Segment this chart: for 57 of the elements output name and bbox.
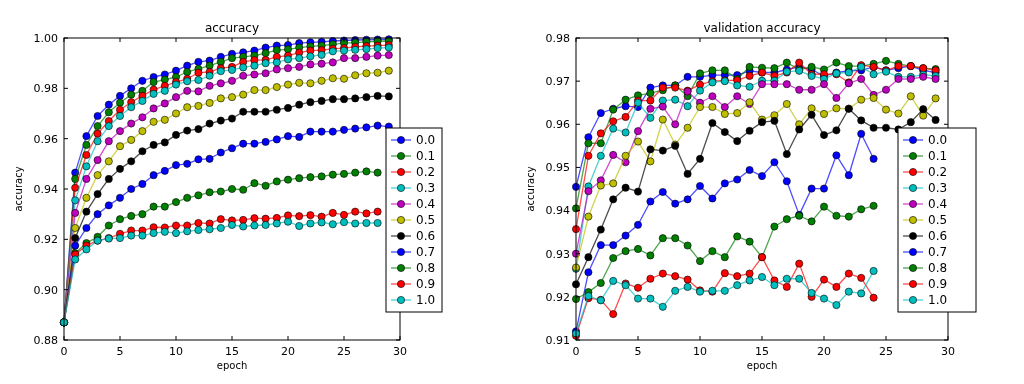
y-axis-title: accuracy (525, 166, 536, 212)
x-tick-label: 25 (337, 345, 351, 358)
legend-label: 0.4 (928, 197, 948, 212)
legend-label: 0.1 (928, 149, 948, 164)
legend-label: 0.2 (928, 165, 948, 180)
legend-label: 1.0 (928, 293, 948, 308)
x-tick-label: 0 (60, 345, 68, 358)
y-tick-label: 0.88 (33, 333, 58, 347)
y-tick-label: 0.94 (33, 182, 58, 196)
legend-label: 1.0 (416, 293, 436, 308)
x-tick-label: 30 (941, 345, 955, 358)
x-tick-label: 25 (879, 345, 893, 358)
legend-label: 0.5 (416, 213, 436, 228)
legend-label: 0.8 (416, 261, 436, 276)
x-tick-label: 5 (634, 345, 642, 358)
x-axis-title: epoch (216, 360, 248, 371)
x-tick-label: 20 (817, 345, 831, 358)
y-tick-label: 1.00 (33, 31, 58, 45)
legend-label: 0.9 (928, 277, 948, 292)
y-tick-label: 0.96 (33, 132, 58, 146)
x-tick-label: 10 (693, 345, 707, 358)
y-axis-title: accuracy (13, 166, 24, 212)
x-tick-label: 15 (225, 345, 239, 358)
y-tick-label: 0.97 (545, 74, 570, 88)
chart-title: accuracy (204, 21, 260, 35)
legend-label: 0.5 (928, 213, 948, 228)
y-tick-label: 0.90 (33, 283, 58, 297)
legend-label: 0.4 (416, 197, 436, 212)
legend-label: 0.3 (416, 181, 436, 196)
y-tick-label: 0.92 (545, 290, 570, 304)
legend-label: 0.7 (416, 245, 436, 260)
x-tick-label: 15 (755, 345, 769, 358)
legend-label: 0.7 (928, 245, 948, 260)
y-tick-label: 0.98 (545, 31, 570, 45)
y-tick-label: 0.96 (545, 118, 570, 132)
legend-label: 0.2 (416, 165, 436, 180)
legend-label: 0.8 (928, 261, 948, 276)
y-tick-label: 0.94 (545, 204, 570, 218)
x-tick-label: 20 (281, 345, 295, 358)
x-tick-label: 30 (393, 345, 407, 358)
x-axis-title: epoch (746, 360, 778, 371)
y-tick-label: 0.98 (33, 82, 58, 96)
legend-label: 0.3 (928, 181, 948, 196)
x-tick-label: 0 (572, 345, 580, 358)
x-tick-label: 10 (169, 345, 183, 358)
y-tick-label: 0.92 (33, 233, 58, 247)
legend-label: 0.6 (928, 229, 948, 244)
y-tick-label: 0.91 (545, 333, 570, 347)
legend-label: 0.1 (416, 149, 436, 164)
x-tick-label: 5 (116, 345, 124, 358)
legend-label: 0.0 (416, 133, 436, 148)
chart-title: validation accuracy (703, 21, 821, 35)
legend-label: 0.6 (416, 229, 436, 244)
y-tick-label: 0.93 (545, 247, 570, 261)
legend-label: 0.0 (928, 133, 948, 148)
legend-label: 0.9 (416, 277, 436, 292)
y-tick-label: 0.95 (545, 161, 570, 175)
